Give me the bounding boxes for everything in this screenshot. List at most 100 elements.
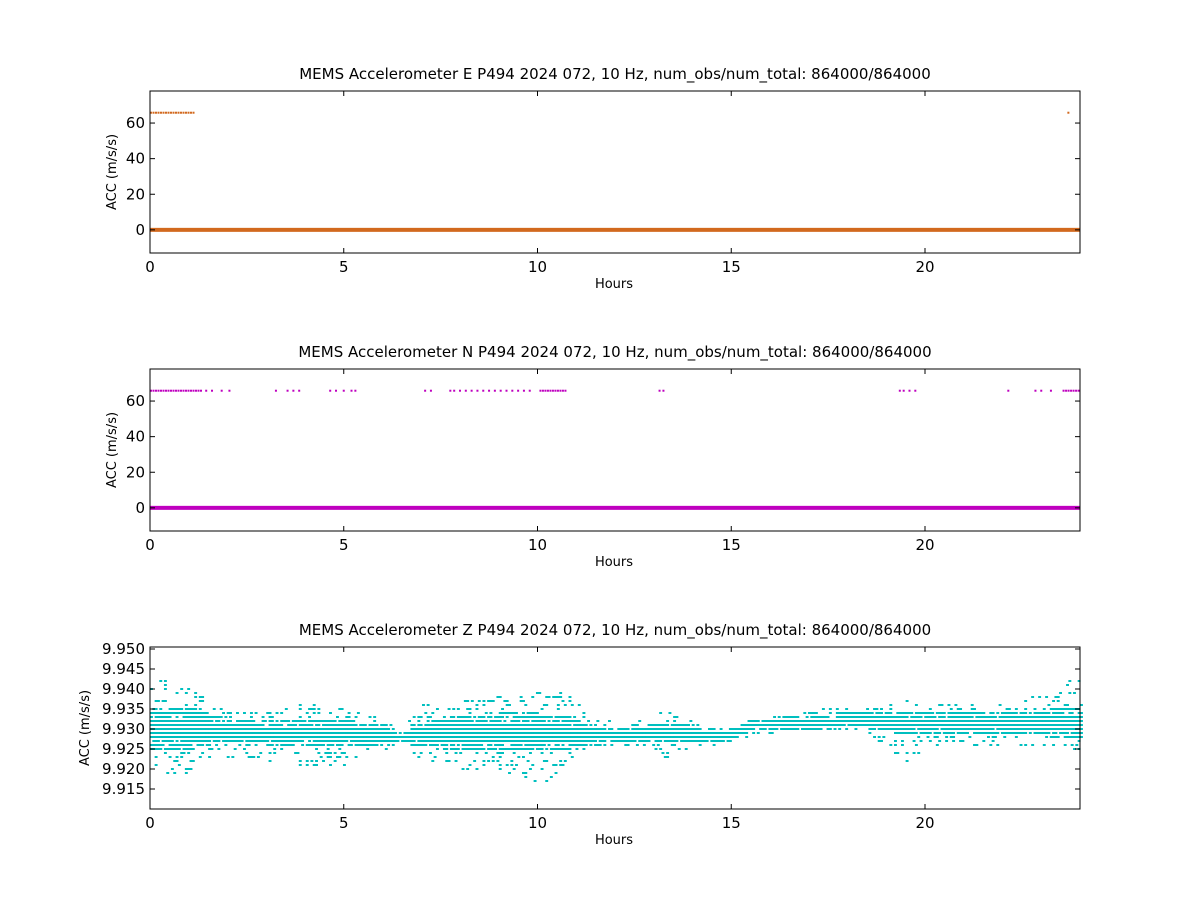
panel-z-sample-point	[182, 728, 186, 730]
panel-z-sample-point	[473, 716, 477, 718]
panel-z-sample-point	[907, 724, 911, 726]
panel-z-sample-point	[803, 724, 807, 726]
panel-z-sample-point	[575, 724, 579, 726]
panel-z-sample-point	[447, 724, 451, 726]
panel-z-sample-point	[282, 744, 286, 746]
panel-z-sample-point	[505, 716, 509, 718]
panel-z-sample-point	[1038, 728, 1042, 730]
panel-z-sample-point	[561, 720, 565, 722]
panel-z-sample-point	[784, 724, 788, 726]
panel-z-sample-point	[610, 728, 614, 730]
panel-z-sample-point	[619, 736, 623, 738]
panel-z-sample-point	[324, 728, 328, 730]
panel-z-sample-point	[333, 728, 337, 730]
panel-z-sample-point	[824, 720, 828, 722]
panel-z-sample-point	[531, 764, 535, 766]
panel-z-sample-point	[710, 740, 714, 742]
panel-z-sample-point	[287, 720, 291, 722]
panel-z-sample-point	[1066, 704, 1069, 706]
panel-z-sample-point	[1075, 724, 1079, 726]
panel-n-baseline-band	[150, 505, 1080, 510]
panel-z-sample-point	[754, 720, 758, 722]
panel-z-sample-point	[477, 736, 481, 738]
panel-z-sample-point	[887, 724, 890, 726]
panel-z-sample-point	[549, 740, 553, 742]
panel-z-sample-point	[196, 740, 200, 742]
panel-z-sample-point	[468, 744, 472, 746]
panel-z-sample-point	[482, 728, 486, 730]
panel-z-sample-point	[582, 748, 586, 750]
panel-z-sample-point	[168, 708, 172, 710]
panel-z-sample-point	[498, 744, 502, 746]
panel-z-sample-point	[310, 760, 314, 762]
panel-z-sample-point	[966, 724, 969, 726]
panel-z-sample-point	[466, 768, 470, 770]
panel-z-sample-point	[666, 724, 670, 726]
panel-z-sample-point	[940, 720, 944, 722]
panel-z-sample-point	[508, 704, 511, 706]
panel-z-sample-point	[415, 732, 418, 734]
panel-n-outlier-point	[167, 389, 170, 392]
panel-z-sample-point	[1033, 708, 1037, 710]
panel-z-sample-point	[375, 732, 379, 734]
panel-z-sample-point	[531, 728, 535, 730]
panel-z-sample-point	[617, 728, 621, 730]
panel-e-outlier-point	[185, 111, 187, 114]
panel-z-sample-point	[342, 720, 346, 722]
panel-z-sample-point	[610, 740, 614, 742]
panel-z-sample-point	[508, 728, 511, 730]
panel-z-sample-point	[731, 728, 735, 730]
panel-z-sample-point	[463, 700, 467, 702]
panel-z-sample-point	[498, 696, 502, 698]
panel-z-sample-point	[991, 720, 995, 722]
panel-z-sample-point	[863, 712, 867, 714]
panel-z-sample-point	[924, 712, 928, 714]
panel-z-sample-point	[340, 728, 344, 730]
panel-z-sample-point	[182, 744, 186, 746]
panel-z-sample-point	[868, 724, 872, 726]
panel-z-sample-point	[596, 732, 600, 734]
panel-z-sample-point	[935, 712, 939, 714]
panel-z-sample-point	[452, 744, 456, 746]
panel-z-sample-point	[656, 728, 660, 730]
panel-z-sample-point	[152, 744, 156, 746]
panel-z-sample-point	[835, 708, 839, 710]
panel-z-sample-point	[977, 724, 981, 726]
panel-z-sample-point	[714, 740, 718, 742]
panel-z-sample-point	[468, 748, 472, 750]
panel-z-sample-point	[977, 720, 981, 722]
panel-z-sample-point	[921, 724, 925, 726]
panel-z-sample-point	[638, 740, 642, 742]
panel-z-sample-point	[238, 744, 242, 746]
panel-z-sample-point	[373, 736, 377, 738]
panel-z-sample-point	[473, 760, 477, 762]
panel-z-sample-point	[352, 720, 356, 722]
panel-z-sample-point	[301, 724, 305, 726]
panel-n-outlier-point	[499, 389, 502, 392]
panel-z-sample-point	[731, 736, 735, 738]
panel-z-sample-point	[252, 724, 256, 726]
panel-n-outlier-point	[172, 389, 175, 392]
panel-z-sample-point	[333, 760, 337, 762]
panel-z-sample-point	[868, 720, 872, 722]
panel-z-sample-point	[1066, 708, 1069, 710]
panel-z-sample-point	[370, 744, 374, 746]
panel-n-outlier-point	[539, 389, 542, 392]
panel-z-sample-point	[456, 728, 460, 730]
panel-z-sample-point	[684, 748, 688, 750]
panel-z-sample-point	[210, 732, 214, 734]
panel-z-sample-point	[519, 744, 523, 746]
panel-z-sample-point	[1024, 728, 1028, 730]
panel-z-sample-point	[524, 724, 528, 726]
panel-z-sample-point	[987, 732, 990, 734]
panel-z-sample-point	[559, 760, 563, 762]
panel-z-sample-point	[152, 740, 156, 742]
panel-z-sample-point	[217, 720, 221, 722]
panel-z-sample-point	[326, 732, 330, 734]
panel-z-sample-point	[384, 732, 388, 734]
panel-z-sample-point	[515, 764, 518, 766]
panel-z-sample-point	[154, 712, 158, 714]
panel-z-sample-point	[596, 720, 600, 722]
panel-z-sample-point	[459, 724, 463, 726]
panel-z-sample-point	[875, 716, 879, 718]
